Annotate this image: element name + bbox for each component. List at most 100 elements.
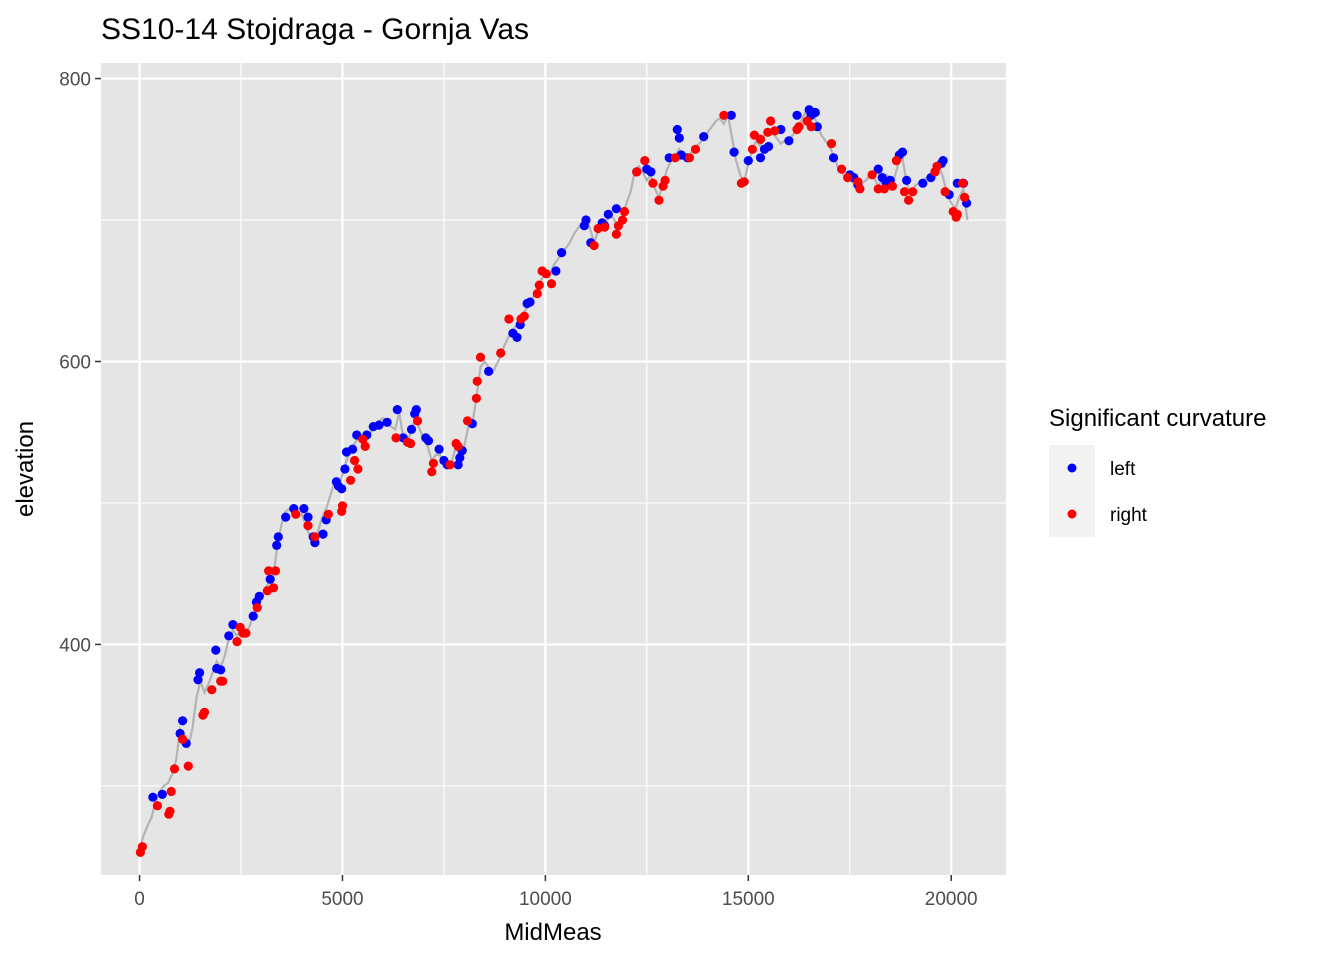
point-right: [541, 269, 551, 279]
y-tick-label: 400: [59, 635, 91, 656]
point-left: [303, 512, 313, 522]
point-left: [195, 668, 205, 678]
point-left: [810, 107, 820, 118]
plot-panel: [101, 63, 1006, 875]
point-right: [207, 685, 217, 695]
point-left: [873, 164, 883, 174]
point-right: [739, 177, 749, 187]
point-right: [899, 187, 910, 197]
legend-label-right: right: [1110, 505, 1148, 526]
point-left: [254, 591, 264, 601]
point-right: [270, 566, 281, 576]
point-right: [360, 441, 370, 451]
point-right: [617, 215, 628, 225]
point-left: [699, 132, 709, 142]
point-left: [272, 540, 282, 551]
legend-dot-left: [1067, 463, 1077, 473]
point-right: [412, 416, 423, 426]
point-left: [455, 453, 465, 463]
point-right: [346, 475, 356, 485]
point-left: [551, 266, 561, 276]
point-right: [690, 144, 701, 154]
point-right: [660, 175, 670, 185]
point-right: [353, 464, 363, 474]
point-right: [519, 311, 529, 321]
point-right: [952, 209, 962, 219]
point-left: [228, 620, 238, 630]
point-right: [534, 280, 544, 290]
point-left: [828, 153, 839, 163]
point-right: [475, 352, 486, 362]
right-curvature-points: [135, 110, 970, 858]
point-left: [273, 532, 283, 542]
point-right: [232, 637, 242, 647]
point-right: [770, 126, 780, 136]
point-right: [358, 434, 368, 444]
point-right: [719, 110, 729, 120]
x-tick-label: 15000: [722, 889, 775, 910]
point-right: [406, 438, 416, 449]
point-right: [445, 460, 455, 470]
point-right: [137, 842, 147, 852]
point-right: [867, 170, 877, 180]
point-right: [589, 240, 599, 251]
point-right: [350, 455, 360, 466]
point-right: [843, 173, 853, 183]
point-right: [264, 566, 274, 576]
point-left: [646, 167, 656, 177]
point-left: [374, 420, 384, 430]
point-left: [729, 147, 739, 157]
point-right: [546, 279, 557, 289]
point-right: [453, 441, 463, 451]
point-right: [472, 376, 482, 386]
point-right: [794, 122, 804, 132]
point-left: [392, 405, 402, 415]
point-right: [611, 229, 622, 239]
point-right: [763, 127, 773, 137]
point-left: [337, 484, 347, 494]
point-left: [382, 417, 392, 427]
point-left: [792, 110, 802, 120]
point-right: [648, 178, 658, 188]
point-left: [248, 611, 258, 621]
point-right: [908, 187, 918, 197]
point-right: [169, 764, 180, 774]
point-left: [672, 124, 682, 135]
point-right: [640, 156, 650, 166]
point-right: [853, 177, 863, 187]
point-right: [932, 161, 942, 171]
point-right: [462, 416, 473, 426]
point-left: [938, 156, 948, 166]
point-left: [453, 460, 463, 470]
point-left: [512, 332, 522, 342]
point-right: [958, 178, 968, 188]
point-right: [323, 509, 333, 519]
x-axis-title: MidMeas: [504, 919, 601, 946]
point-right: [855, 184, 865, 194]
point-right: [241, 628, 251, 638]
point-right: [891, 156, 902, 166]
point-left: [193, 675, 203, 685]
point-right: [755, 134, 766, 144]
x-tick-label: 10000: [519, 889, 572, 910]
point-right: [166, 786, 176, 797]
point-left: [411, 405, 421, 415]
point-right: [152, 801, 162, 811]
point-right: [428, 458, 438, 468]
point-left: [603, 209, 613, 219]
point-left: [216, 665, 226, 675]
point-left: [918, 178, 928, 188]
legend: Significant curvature left right: [1049, 405, 1266, 537]
point-right: [504, 314, 514, 324]
point-right: [887, 181, 898, 191]
point-right: [303, 521, 313, 531]
point-left: [484, 366, 494, 376]
point-left: [726, 110, 736, 120]
point-left: [318, 529, 328, 539]
point-right: [268, 583, 279, 593]
point-left: [434, 444, 444, 454]
chart-title: SS10-14 Stojdraga - Gornja Vas: [101, 13, 529, 46]
point-left: [148, 792, 158, 802]
point-left: [784, 136, 794, 146]
